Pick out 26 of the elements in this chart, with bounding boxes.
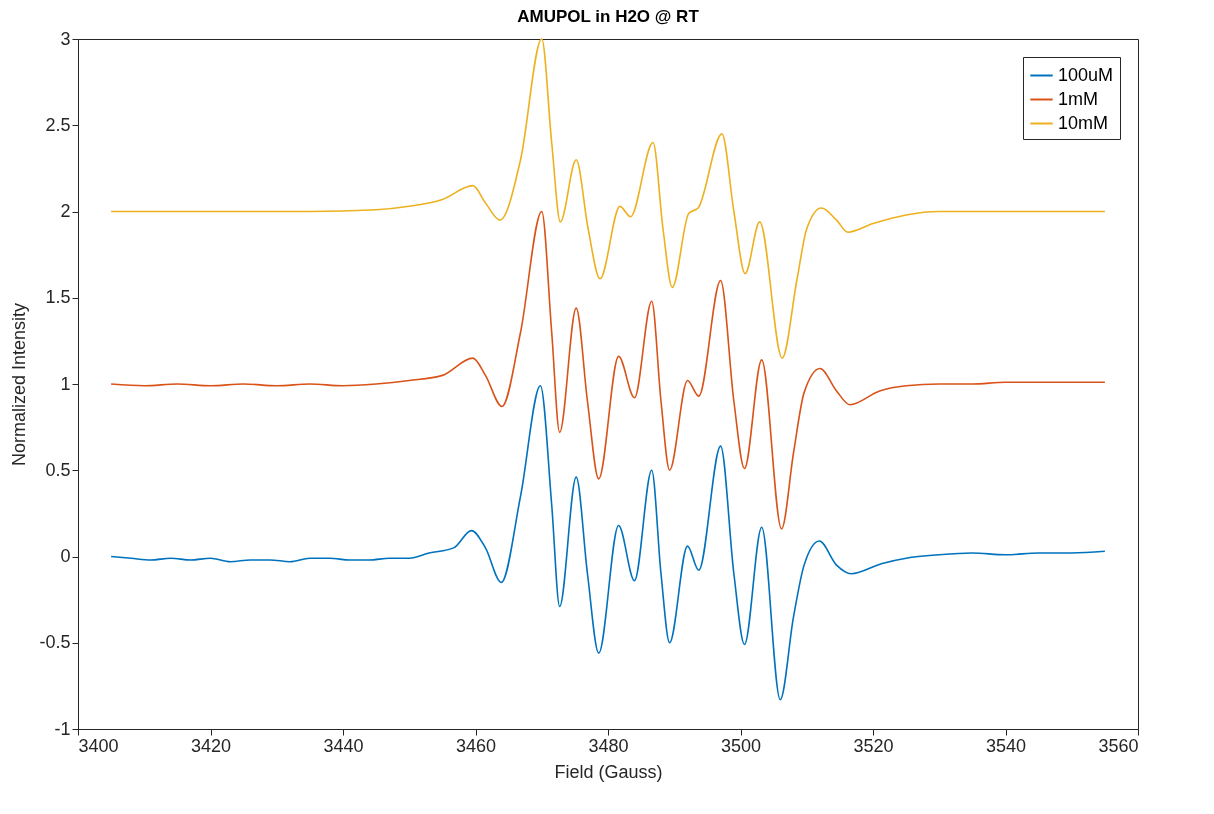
x-axis-title: Field (Gauss) xyxy=(554,761,663,782)
x-tick-label: 3560 xyxy=(1098,735,1139,756)
y-tick-label: 0.5 xyxy=(45,459,71,480)
line-series xyxy=(110,210,1106,530)
x-tick-label: 3460 xyxy=(455,735,497,756)
x-tick-label: 3500 xyxy=(720,735,762,756)
y-tick-label: -1 xyxy=(54,718,71,739)
y-tick-label: 2.5 xyxy=(45,114,71,135)
y-tick-label: 1 xyxy=(60,373,71,394)
y-axis-title: Normalized Intensity xyxy=(9,302,30,467)
legend-label: 10mM xyxy=(1058,112,1109,133)
chart-title: AMUPOL in H2O @ RT xyxy=(517,7,700,26)
legend-label: 1mM xyxy=(1058,88,1098,109)
x-tick-label: 3480 xyxy=(588,735,629,756)
legend-label: 100uM xyxy=(1058,64,1114,85)
line-series xyxy=(110,384,1106,701)
y-tick-label: 2 xyxy=(60,201,71,221)
x-tick-label: 3440 xyxy=(323,735,364,756)
x-tick-label: 3520 xyxy=(853,735,894,756)
x-tick-label: 3540 xyxy=(985,735,1027,756)
x-tick-label: 3420 xyxy=(190,735,232,756)
y-tick-label: 1.5 xyxy=(45,287,71,308)
x-tick-label: 3400 xyxy=(78,735,119,756)
y-tick-label: 0 xyxy=(60,546,71,566)
y-tick-label: 3 xyxy=(60,28,71,49)
y-tick-label: -0.5 xyxy=(39,632,71,653)
